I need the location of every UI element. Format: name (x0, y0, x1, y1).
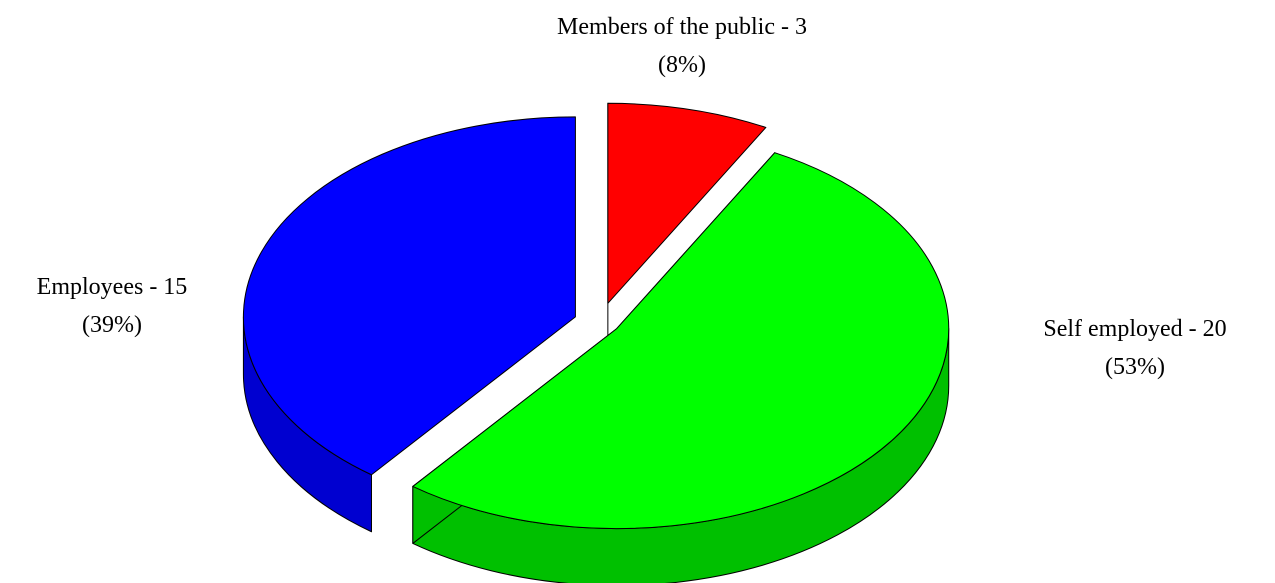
pie-slice-members-of-the-public (607, 102, 767, 304)
pie-slice-self-employed (412, 152, 950, 530)
pie-slices (242, 102, 950, 583)
slice-label-members-of-the-public: Members of the public - 3 (557, 14, 807, 40)
slice-percent-self-employed: (53%) (1105, 354, 1165, 380)
slice-label-employees: Employees - 15 (37, 274, 188, 300)
slice-label-self-employed: Self employed - 20 (1043, 316, 1226, 342)
slice-percent-members-of-the-public: (8%) (658, 52, 706, 78)
pie-slice-employees (242, 116, 576, 476)
pie-labels: Members of the public - 3 (8%) Self empl… (37, 14, 1227, 380)
slice-percent-employees: (39%) (82, 312, 142, 338)
